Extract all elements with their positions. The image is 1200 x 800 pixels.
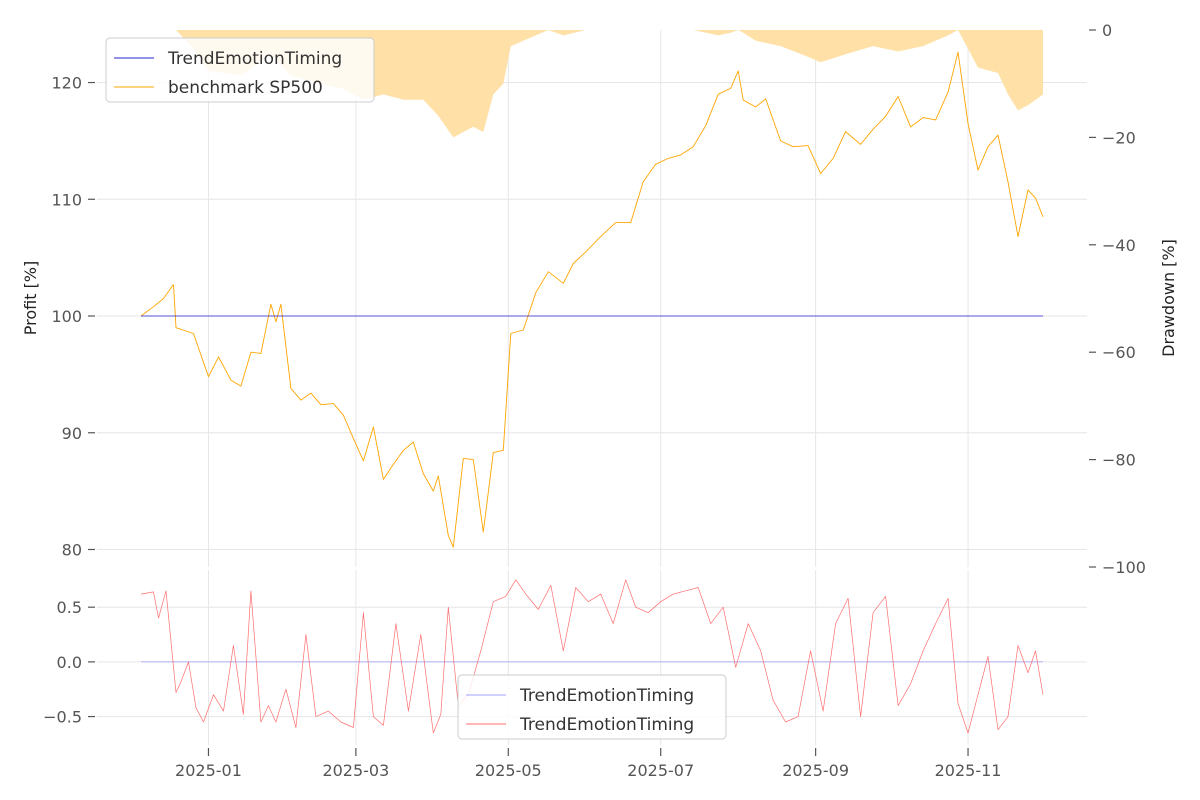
- drawdown-axis-label: Drawdown [%]: [1159, 239, 1178, 357]
- signal-legend-label-0: TrendEmotionTiming: [519, 686, 694, 706]
- profit-legend: TrendEmotionTiming benchmark SP500: [105, 37, 375, 103]
- drawdown-tick-label-2: −40: [1102, 236, 1136, 255]
- drawdown-y-ticks: 0 −20 −40 −60 −80 −100: [1089, 21, 1146, 577]
- profit-y-ticks: 80 90 100 110 120: [51, 74, 95, 559]
- drawdown-tick-label-1: −20: [1102, 128, 1136, 147]
- profit-legend-label-0: TrendEmotionTiming: [167, 49, 342, 69]
- emotion-signal-line: [140, 579, 1044, 734]
- date-tick-label-0: 2025-01: [175, 761, 242, 780]
- date-tick-label-3: 2025-07: [627, 761, 694, 780]
- profit-tick-label-0: 80: [62, 540, 82, 559]
- signal-panel: 0.50.0−0.5 2025-01 2025-03 2025-05 2025-07 2…: [43, 570, 1087, 780]
- profit-axis-label: Profit [%]: [21, 261, 40, 336]
- signal-tick-label-0: 0.5: [57, 598, 82, 617]
- date-tick-label-5: 2025-11: [935, 761, 1002, 780]
- drawdown-tick-label-5: −100: [1102, 558, 1146, 577]
- date-tick-label-4: 2025-09: [782, 761, 849, 780]
- benchmark-line: [140, 51, 1044, 548]
- profit-tick-label-3: 110: [51, 190, 82, 209]
- signal-legend-label-1: TrendEmotionTiming: [519, 715, 694, 735]
- signal-legend-box: [457, 674, 727, 740]
- signal-legend: TrendEmotionTiming TrendEmotionTiming: [457, 674, 727, 740]
- signal-tick-label-2: −0.5: [43, 708, 82, 727]
- signal-lines: [140, 579, 1044, 734]
- signal-y-ticks: 0.5 0.0 −0.5: [43, 598, 95, 727]
- profit-panel: 80 90 100 110 120 0 −20 −40 −60 −80 −100 Profit […: [21, 21, 1178, 577]
- signal-tick-label-1: 0.0: [57, 653, 82, 672]
- drawdown-tick-label-4: −80: [1102, 451, 1136, 470]
- profit-lines: [140, 51, 1044, 548]
- drawdown-tick-label-0: 0: [1102, 21, 1112, 40]
- drawdown-tick-label-3: −60: [1102, 343, 1136, 362]
- profit-gridlines: [97, 30, 1087, 567]
- date-x-ticks: 2025-01 2025-03 2025-05 2025-07 2025-09 2025-…: [175, 748, 1001, 780]
- profit-tick-label-1: 90: [62, 424, 82, 443]
- profit-tick-label-4: 120: [51, 74, 82, 93]
- profit-legend-label-1: benchmark SP500: [168, 78, 323, 98]
- profit-legend-box: [105, 37, 375, 103]
- date-tick-label-1: 2025-03: [322, 761, 389, 780]
- profit-tick-label-2: 100: [51, 307, 82, 326]
- date-tick-label-2: 2025-05: [475, 761, 542, 780]
